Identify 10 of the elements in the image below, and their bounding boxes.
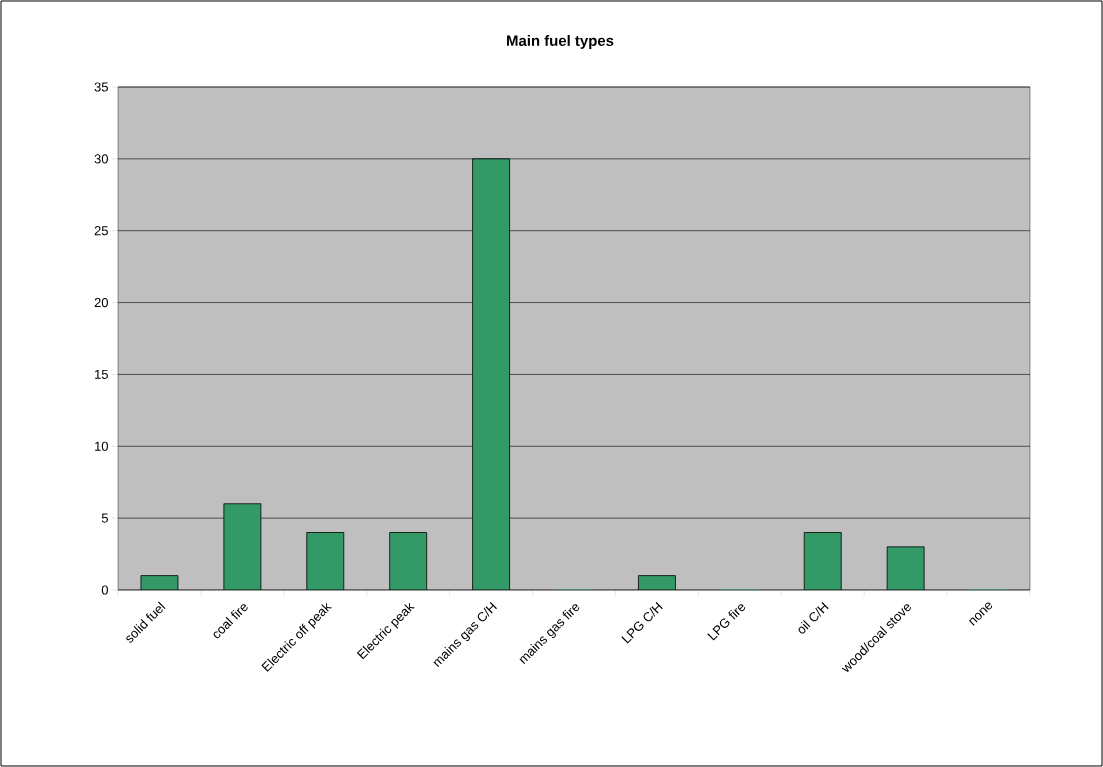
y-tick-label: 35 xyxy=(94,82,108,92)
y-tick-label: 15 xyxy=(95,369,108,379)
y-tick-label: 25 xyxy=(94,226,108,236)
chart-title: Main fuel types xyxy=(507,35,614,49)
y-tick-label: 10 xyxy=(95,441,108,451)
y-tick-label: 0 xyxy=(101,585,108,595)
x-tick-label: oil C/H xyxy=(798,602,829,634)
y-tick-label: 20 xyxy=(94,297,108,308)
y-tick-label: 5 xyxy=(101,513,108,523)
y-tick-label: 30 xyxy=(94,154,108,164)
